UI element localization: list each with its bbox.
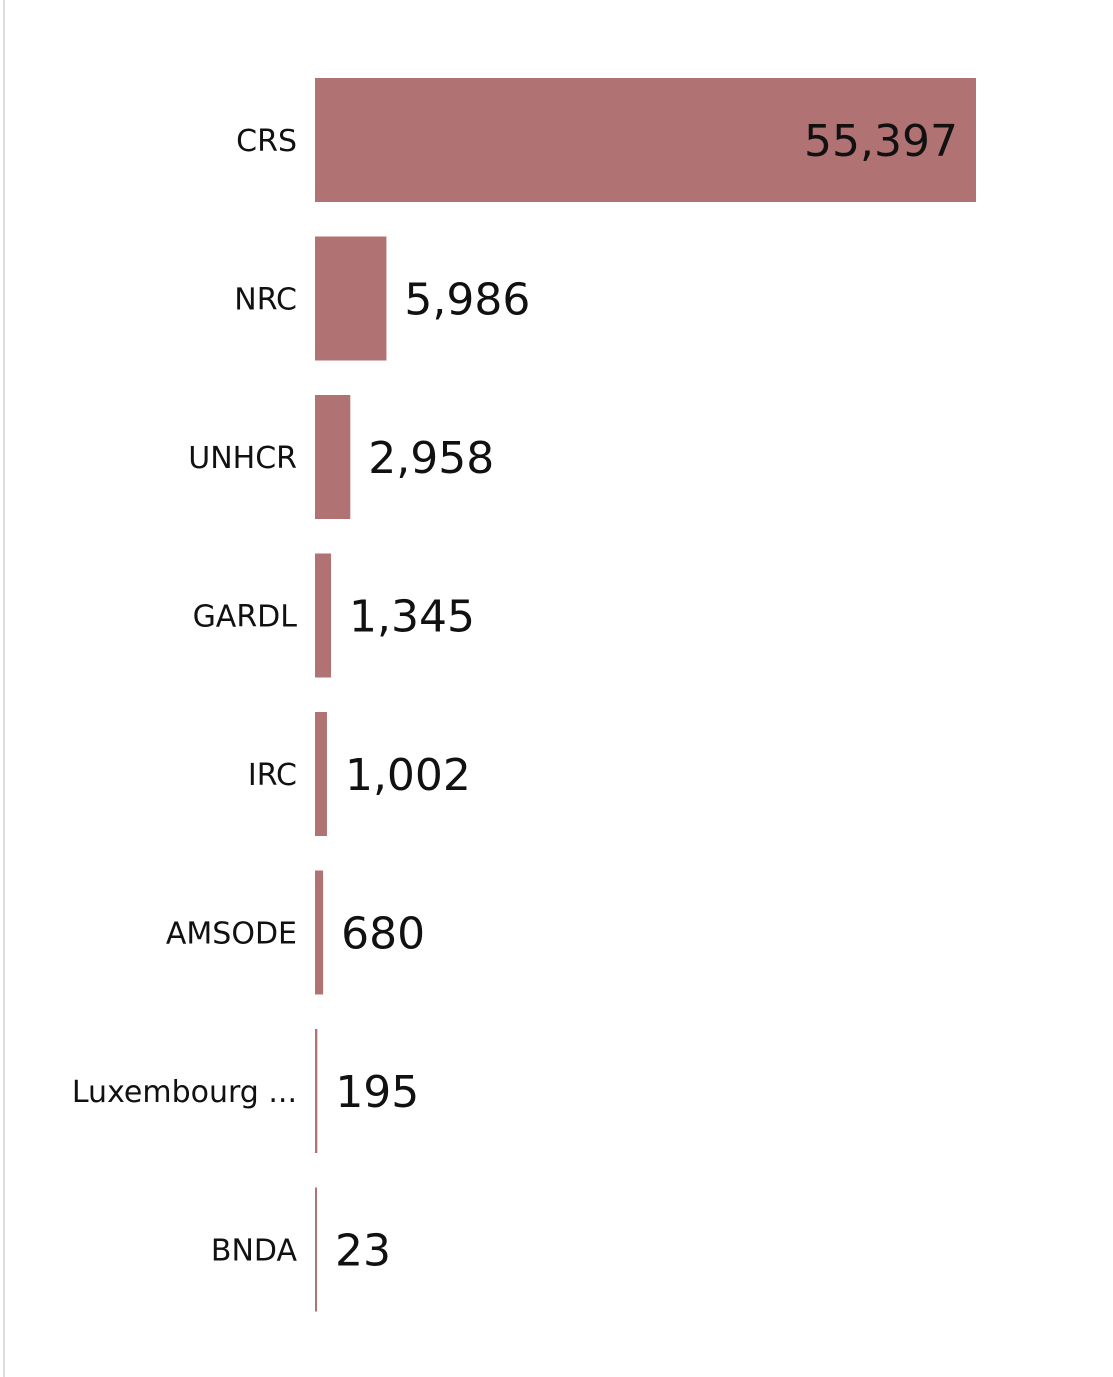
bar [315,236,387,361]
bar-group: CRS 55,397 [236,78,976,202]
category-label: BNDA [211,1234,298,1269]
category-label: Luxembourg ... [72,1075,297,1110]
category-label: AMSODE [166,917,297,952]
bar [315,1187,317,1312]
value-label: 55,397 [804,116,958,167]
bar-group: GARDL 1,345 [193,553,475,678]
bar [315,870,324,995]
bar [315,712,327,836]
category-label: UNHCR [188,441,297,476]
bar-group: BNDA 23 [211,1187,391,1312]
bar [315,395,351,519]
value-label: 680 [341,909,425,960]
category-label: CRS [236,124,297,159]
value-label: 195 [335,1067,419,1118]
bar [315,553,332,678]
value-label: 1,002 [345,750,471,801]
value-label: 23 [335,1226,391,1277]
category-label: IRC [248,758,297,793]
bar [315,78,976,202]
bar-group: IRC 1,002 [248,712,471,836]
bar-group: NRC 5,986 [234,236,530,361]
left-border [3,0,5,1377]
value-label: 1,345 [349,592,475,643]
value-label: 2,958 [368,433,494,484]
value-label: 5,986 [404,275,530,326]
category-label: NRC [234,283,297,318]
bar-group: AMSODE 680 [166,870,425,995]
bar-group: Luxembourg ... 195 [72,1029,419,1153]
bar [315,1029,318,1153]
category-label: GARDL [193,600,298,635]
bar-group: UNHCR 2,958 [188,395,494,519]
